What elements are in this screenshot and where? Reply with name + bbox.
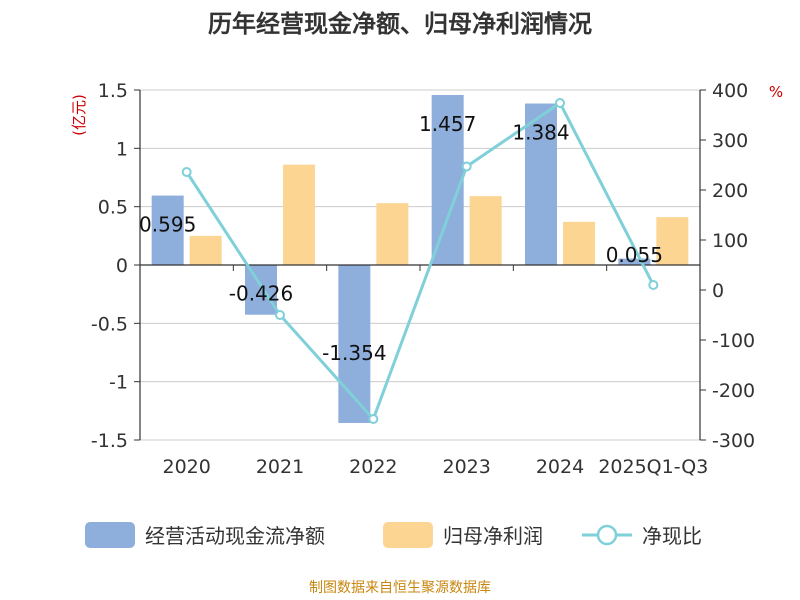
left-tick-label: -0.5	[91, 313, 128, 335]
ratio-point	[275, 310, 285, 320]
right-tick-label: 0	[712, 280, 724, 302]
right-tick-label: 300	[712, 130, 748, 152]
category-label: 2023	[442, 456, 490, 478]
net-profit-bar	[283, 164, 315, 265]
cashflow-data-label: 0.595	[139, 213, 196, 237]
data-labels: 0.595 -0.426 -1.354 1.457 1.384 0.055	[139, 112, 663, 365]
left-axis-unit: (亿元)	[70, 94, 88, 136]
chart-title: 历年经营现金净额、归母净利润情况	[208, 10, 592, 38]
axes: 1.5 1 0.5 0 -0.5 -1 -1.5 400 300 200 100 0 -100 -200 -…	[91, 80, 755, 478]
left-tick-label: -1.5	[91, 430, 128, 452]
category-label: 2022	[349, 456, 397, 478]
right-tick-label: -300	[712, 430, 755, 452]
legend-label: 归母净利润	[443, 524, 543, 548]
cashflow-data-label: -0.426	[229, 281, 293, 305]
ratio-point	[181, 167, 192, 177]
ratio-line-path	[185, 100, 655, 422]
cashflow-data-label: 1.457	[419, 112, 476, 136]
cashflow-data-label: 1.384	[512, 121, 569, 145]
cashflow-bar	[525, 103, 557, 266]
ratio-point	[368, 414, 379, 424]
category-label: 2021	[256, 456, 304, 478]
ratio-point	[555, 98, 565, 108]
ratio-line	[181, 98, 659, 424]
legend-label: 净现比	[642, 524, 702, 548]
right-tick-label: 200	[712, 180, 748, 202]
left-tick-label: 1	[116, 138, 128, 160]
ratio-point	[461, 161, 472, 172]
left-tick-label: 0.5	[98, 197, 128, 219]
category-label: 2020	[162, 456, 210, 478]
right-tick-label: -200	[712, 380, 755, 402]
cashflow-bar	[431, 95, 464, 266]
net-profit-bar	[563, 221, 595, 265]
net-profit-bar	[656, 217, 689, 265]
source-note: 制图数据来自恒生聚源数据库	[309, 580, 491, 596]
left-tick-label: -1	[109, 372, 128, 394]
right-tick-label: 100	[712, 230, 748, 252]
cashflow-bar	[618, 258, 651, 265]
net-profit-bar	[189, 235, 222, 265]
grid-lines	[140, 89, 700, 441]
legend-swatch	[383, 522, 433, 548]
legend: 经营活动现金流净额 归母净利润 净现比	[85, 522, 702, 548]
legend-swatch	[85, 522, 135, 548]
cashflow-data-label: -1.354	[322, 341, 386, 365]
cashflow-data-label: 0.055	[606, 243, 663, 267]
cashflow-bar	[151, 195, 184, 265]
category-label: 2025Q1-Q3	[598, 456, 708, 478]
net-profit-bar	[469, 196, 502, 265]
legend-label: 经营活动现金流净额	[145, 524, 325, 548]
right-tick-label: 400	[712, 80, 748, 102]
right-axis-unit: %	[769, 83, 783, 101]
legend-marker	[596, 524, 618, 546]
cashflow-bar	[245, 265, 277, 315]
right-tick-label: -100	[712, 330, 755, 352]
net-profit-bar	[376, 203, 409, 265]
ratio-point	[648, 280, 659, 290]
left-tick-label: 0	[116, 255, 128, 277]
category-label: 2024	[536, 456, 584, 478]
left-tick-label: 1.5	[98, 80, 128, 102]
